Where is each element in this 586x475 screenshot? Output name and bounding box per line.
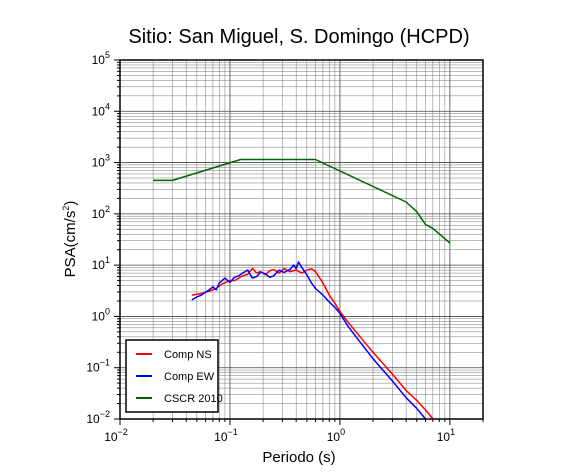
chart-title: Sitio: San Miguel, S. Domingo (HCPD) xyxy=(128,26,469,48)
y-tick-label: 104 xyxy=(92,101,110,118)
legend-label: CSCR 2010 xyxy=(164,393,223,405)
y-tick-label: 101 xyxy=(92,255,110,272)
legend: Comp NS Comp EW CSCR 2010 xyxy=(125,339,223,413)
x-tick-label: 100 xyxy=(327,427,345,444)
x-tick-label: 10−1 xyxy=(214,427,238,444)
y-tick-label: 105 xyxy=(92,50,110,67)
plot-frame xyxy=(119,59,484,420)
y-tick-label: 100 xyxy=(92,306,110,323)
plot-grid xyxy=(119,59,484,420)
x-axis-label: Periodo (s) xyxy=(262,449,335,466)
series-line-comp-ns xyxy=(191,267,434,419)
legend-label: Comp NS xyxy=(164,349,212,361)
legend-label: Comp EW xyxy=(164,371,215,383)
tick-labels: 10−2 10−1 100 101 10−2 10−1 100 101 102 103 104 105 xyxy=(86,50,455,444)
y-axis-label: PSA(cm/s2) xyxy=(61,201,79,278)
x-tick-label: 10−2 xyxy=(104,427,128,444)
y-axis-label-base: PSA(cm/s xyxy=(62,211,79,278)
y-tick-label: 10−1 xyxy=(86,358,110,375)
y-axis-label-close: ) xyxy=(62,201,79,206)
y-tick-label: 10−2 xyxy=(86,409,110,426)
y-tick-label: 102 xyxy=(92,204,110,221)
series-line-comp-ew xyxy=(191,261,427,419)
series-layer xyxy=(153,158,451,419)
series-line-cscr-2010 xyxy=(153,158,451,244)
axis-ticks xyxy=(114,59,484,425)
y-tick-label: 103 xyxy=(92,153,110,170)
x-tick-label: 101 xyxy=(437,427,455,444)
y-axis-label-exp: 2 xyxy=(61,206,71,211)
